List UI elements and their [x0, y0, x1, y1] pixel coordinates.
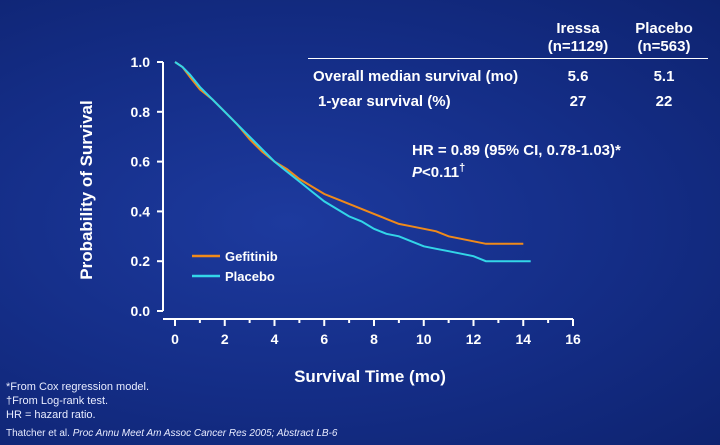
y-tick-label: 0.8	[131, 104, 151, 120]
row-median-v2: 5.1	[653, 68, 675, 85]
x-tick-label: 4	[271, 331, 279, 347]
x-tick-label: 8	[370, 331, 378, 347]
x-tick-label: 16	[565, 331, 581, 347]
row-1yr-v1: 27	[569, 93, 587, 110]
hr-annotation: HR = 0.89 (95% CI, 0.78-1.03)*	[412, 142, 621, 159]
p-dagger: †	[459, 162, 466, 174]
x-tick-label: 12	[466, 331, 482, 347]
citation-journal: Proc Annu Meet Am Assoc Cancer Res 2005;…	[72, 428, 338, 439]
row-1yr-v2: 22	[655, 93, 673, 110]
x-tick-label: 2	[221, 331, 229, 347]
footnote-1: *From Cox regression model.	[6, 381, 150, 393]
footnote-2: †From Log-rank test.	[6, 395, 109, 407]
col1-header-name: Iressa	[556, 20, 600, 37]
row-1yr-label: 1-year survival (%)	[318, 93, 451, 110]
y-tick-label: 1.0	[131, 54, 151, 70]
col2-header-name: Placebo	[635, 20, 693, 37]
y-tick-label: 0.2	[131, 253, 151, 269]
legend-label-placebo: Placebo	[225, 269, 275, 284]
legend-label-gefitinib: Gefitinib	[225, 249, 278, 264]
p-value: <0.11	[422, 164, 460, 181]
chart-lines	[174, 61, 531, 263]
x-tick-label: 0	[171, 331, 179, 347]
y-tick-label: 0.0	[131, 303, 151, 319]
series-line-placebo	[174, 61, 531, 263]
x-tick-label: 14	[515, 331, 531, 347]
col1-header-n: (n=1129)	[547, 38, 609, 55]
x-tick-label: 6	[320, 331, 328, 347]
x-axis-label: Survival Time (mo)	[294, 367, 446, 386]
citation-prefix: Thatcher et al.	[6, 428, 73, 439]
y-axis-label: Probability of Survival	[77, 100, 96, 280]
footnote-3: HR = hazard ratio.	[6, 409, 96, 421]
x-tick-label: 10	[416, 331, 432, 347]
chart-axes: 0.0 0.2 0.4 0.6 0.8 1.0 0 2 4 6 8 10 12 14 16	[131, 54, 581, 347]
row-median-label: Overall median survival (mo)	[313, 68, 519, 85]
chart-legend: Gefitinib Placebo	[192, 249, 278, 284]
col2-header-n: (n=563)	[637, 38, 691, 55]
table-rule	[308, 58, 708, 59]
y-tick-label: 0.6	[131, 154, 151, 170]
y-tick-label: 0.4	[131, 203, 151, 219]
p-annotation: P<0.11†	[412, 162, 465, 181]
citation: Thatcher et al. Proc Annu Meet Am Assoc …	[6, 428, 337, 439]
row-median-v1: 5.6	[567, 68, 589, 85]
p-italic: P	[412, 164, 423, 181]
